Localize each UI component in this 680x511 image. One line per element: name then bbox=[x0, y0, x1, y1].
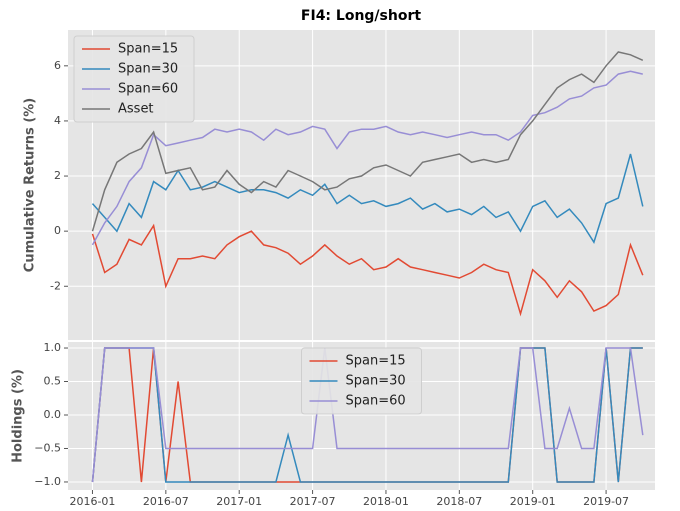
series-line bbox=[91, 70, 643, 246]
y-tick-label: -2 bbox=[50, 279, 61, 292]
y-tick-label: 0 bbox=[54, 224, 61, 237]
x-tick-label: 2017-07 bbox=[290, 495, 336, 508]
chart-title: FI4: Long/short bbox=[301, 8, 421, 24]
x-tick-label: 2016-07 bbox=[143, 495, 189, 508]
legend-label: Span=30 bbox=[118, 62, 178, 77]
y-tick-label: 6 bbox=[54, 59, 61, 72]
series-line bbox=[91, 347, 643, 483]
y-tick-label: 0.0 bbox=[44, 408, 62, 421]
x-tick-label: 2018-07 bbox=[436, 495, 482, 508]
x-tick-label: 2019-01 bbox=[510, 495, 556, 508]
y-tick-label: 0.5 bbox=[44, 375, 62, 388]
x-tick-label: 2016-01 bbox=[69, 495, 115, 508]
y-tick-label: −1.0 bbox=[34, 475, 61, 488]
y-tick-label: 2 bbox=[54, 169, 61, 182]
y-axis-label: Holdings (%) bbox=[11, 369, 26, 463]
series-line bbox=[91, 347, 644, 483]
legend-label: Span=15 bbox=[118, 42, 178, 57]
series-line bbox=[91, 51, 644, 232]
x-tick-label: 2018-01 bbox=[363, 495, 409, 508]
legend-box bbox=[73, 35, 195, 123]
legend-label: Span=60 bbox=[118, 82, 178, 97]
x-tick-label: 2017-01 bbox=[216, 495, 262, 508]
y-axis-label: Cumulative Returns (%) bbox=[23, 98, 38, 272]
legend-label: Span=30 bbox=[346, 374, 406, 389]
series-line bbox=[91, 223, 644, 317]
legend-label: Span=15 bbox=[346, 354, 406, 369]
x-tick-label: 2019-07 bbox=[583, 495, 629, 508]
legend-box bbox=[301, 347, 422, 415]
legend-label: Asset bbox=[118, 102, 154, 117]
legend-label: Span=60 bbox=[346, 394, 406, 409]
y-tick-label: 4 bbox=[54, 114, 61, 127]
y-tick-label: 1.0 bbox=[44, 341, 62, 354]
y-tick-label: −0.5 bbox=[34, 441, 61, 454]
series-line bbox=[91, 153, 644, 244]
